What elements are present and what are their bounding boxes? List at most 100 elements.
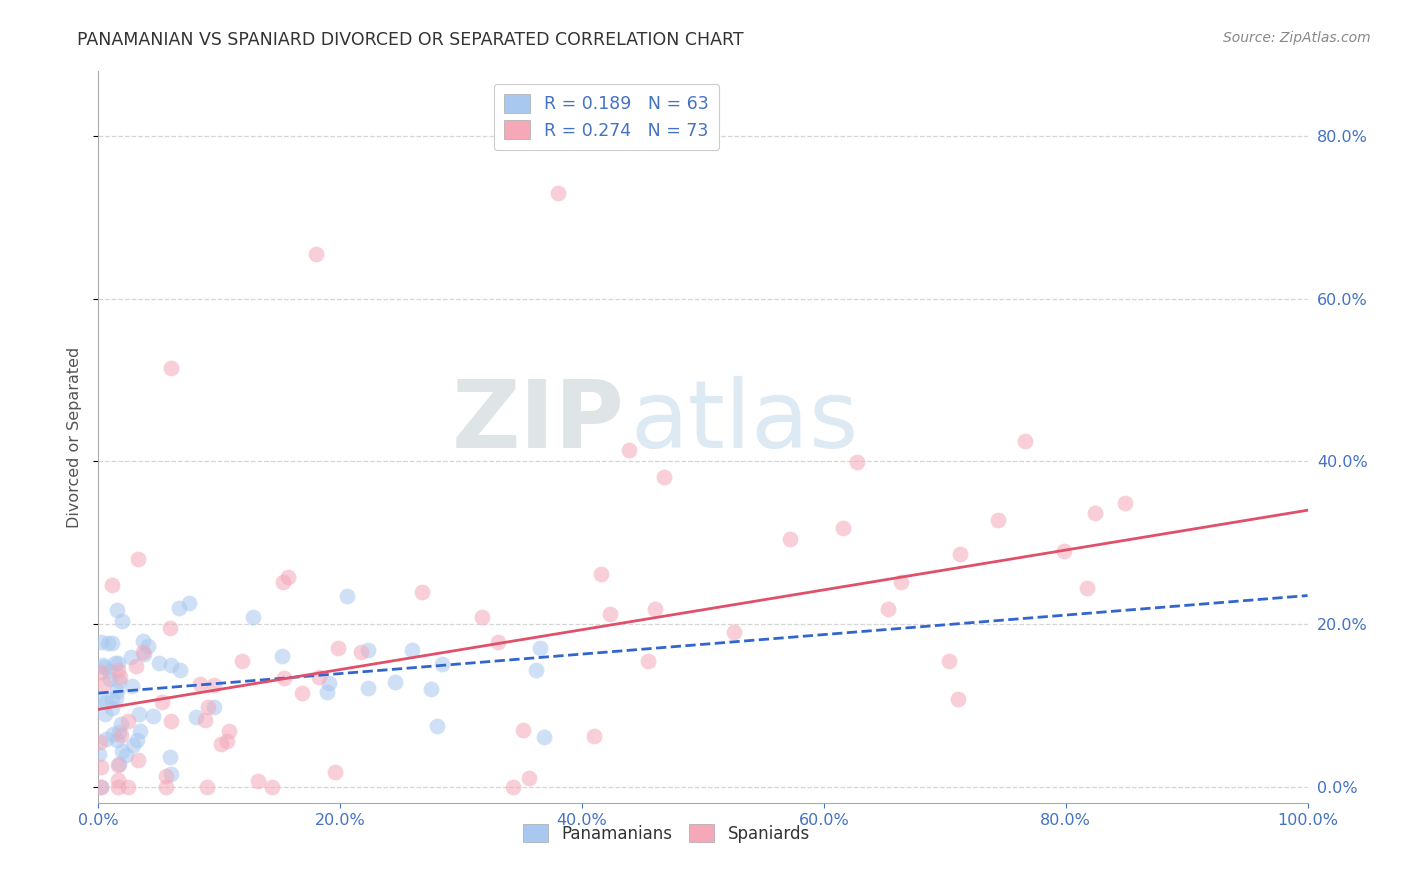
- Point: [350, 645, 373, 659]
- Point: [184, 710, 207, 724]
- Point: [271, 575, 294, 590]
- Point: [97, 664, 120, 678]
- Point: [357, 681, 380, 695]
- Point: [948, 691, 970, 706]
- Point: [89, 691, 111, 706]
- Point: [987, 513, 1010, 527]
- Point: [90, 759, 112, 773]
- Point: [271, 649, 294, 664]
- Point: [242, 610, 264, 624]
- Point: [194, 714, 217, 728]
- Point: [125, 659, 148, 673]
- Point: [117, 780, 139, 794]
- Point: [305, 247, 328, 261]
- Point: [202, 700, 225, 714]
- Point: [108, 670, 131, 684]
- Point: [169, 601, 191, 615]
- Point: [90, 780, 112, 794]
- Point: [125, 733, 148, 747]
- Point: [108, 725, 131, 739]
- Point: [169, 663, 191, 677]
- Point: [529, 641, 551, 656]
- Point: [831, 521, 853, 535]
- Point: [105, 732, 128, 747]
- Point: [94, 732, 117, 747]
- Point: [1014, 434, 1036, 449]
- Point: [96, 695, 118, 709]
- Legend: Panamanians, Spaniards: Panamanians, Spaniards: [517, 818, 817, 849]
- Point: [134, 648, 156, 662]
- Point: [131, 645, 153, 659]
- Point: [127, 552, 149, 566]
- Point: [652, 470, 675, 484]
- Point: [328, 641, 350, 656]
- Point: [1076, 581, 1098, 595]
- Point: [1053, 544, 1076, 558]
- Point: [90, 635, 112, 649]
- Point: [411, 584, 433, 599]
- Point: [159, 714, 181, 729]
- Point: [98, 673, 121, 687]
- Point: [101, 578, 124, 592]
- Point: [160, 767, 183, 781]
- Point: [97, 636, 120, 650]
- Point: [121, 739, 143, 753]
- Point: [128, 706, 150, 721]
- Point: [619, 443, 641, 458]
- Point: [142, 709, 165, 723]
- Point: [101, 727, 124, 741]
- Point: [91, 658, 114, 673]
- Point: [308, 670, 330, 684]
- Point: [845, 455, 868, 469]
- Point: [127, 753, 149, 767]
- Point: [637, 654, 659, 668]
- Point: [111, 744, 134, 758]
- Point: [150, 695, 173, 709]
- Point: [938, 654, 960, 668]
- Point: [890, 574, 912, 589]
- Point: [262, 780, 284, 794]
- Point: [430, 657, 453, 672]
- Point: [502, 780, 524, 794]
- Point: [108, 756, 131, 771]
- Point: [215, 734, 238, 748]
- Point: [197, 700, 219, 714]
- Point: [517, 771, 540, 785]
- Y-axis label: Divorced or Separated: Divorced or Separated: [67, 346, 83, 528]
- Point: [103, 656, 125, 670]
- Point: [90, 665, 112, 680]
- Point: [101, 701, 124, 715]
- Point: [110, 728, 132, 742]
- Point: [246, 774, 269, 789]
- Point: [115, 748, 138, 763]
- Point: [160, 658, 183, 673]
- Point: [644, 602, 666, 616]
- Point: [779, 532, 801, 546]
- Point: [426, 718, 449, 732]
- Point: [136, 639, 159, 653]
- Point: [160, 361, 183, 376]
- Point: [90, 780, 112, 794]
- Point: [159, 621, 181, 635]
- Point: [316, 685, 339, 699]
- Point: [195, 780, 218, 794]
- Point: [111, 614, 134, 628]
- Point: [148, 656, 170, 670]
- Point: [325, 765, 347, 780]
- Point: [949, 547, 972, 561]
- Point: [512, 723, 534, 738]
- Point: [188, 677, 211, 691]
- Point: [155, 769, 177, 783]
- Point: [94, 706, 117, 721]
- Point: [273, 671, 295, 685]
- Point: [599, 607, 621, 621]
- Point: [209, 737, 232, 751]
- Point: [318, 676, 340, 690]
- Point: [486, 635, 509, 649]
- Point: [107, 772, 129, 787]
- Point: [336, 589, 359, 603]
- Point: [121, 680, 143, 694]
- Text: atlas: atlas: [630, 376, 859, 468]
- Point: [107, 663, 129, 677]
- Point: [291, 686, 314, 700]
